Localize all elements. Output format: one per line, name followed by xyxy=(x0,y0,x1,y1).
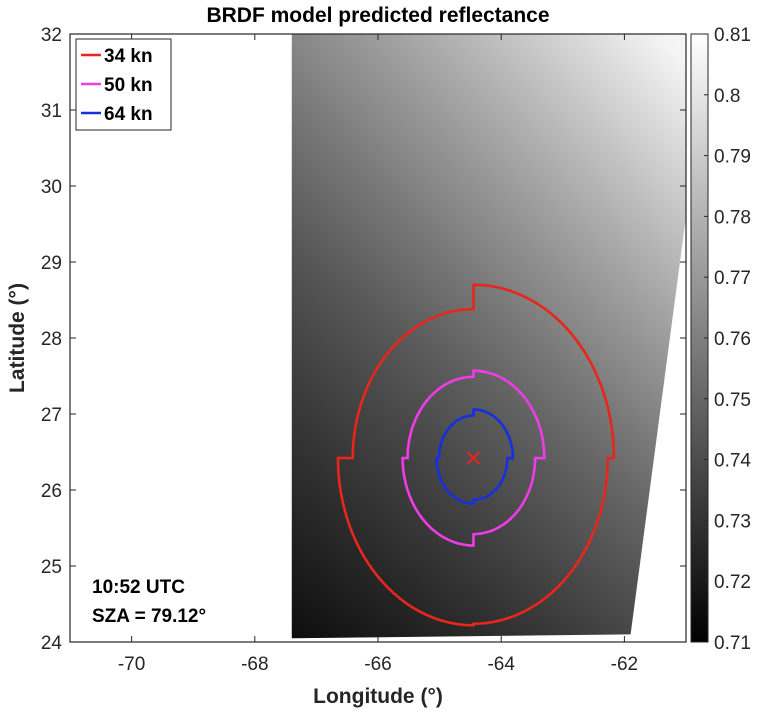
colorbar-tick-label: 0.71 xyxy=(714,633,751,654)
x-axis-label: Longitude (°) xyxy=(313,685,443,708)
legend-label-34kn: 34 kn xyxy=(104,46,153,67)
center-x-stroke xyxy=(466,451,481,465)
y-axis-ticks: 24 25 26 27 28 29 30 31 32 xyxy=(41,25,686,654)
x-tick-label: -64 xyxy=(487,654,515,675)
wind-radii-contours xyxy=(336,283,616,627)
x-tick-label: -68 xyxy=(241,654,268,675)
colorbar-tick-label: 0.75 xyxy=(714,390,751,411)
annotation-time: 10:52 UTC xyxy=(92,577,185,598)
legend: 34 kn 50 kn 64 kn xyxy=(75,38,172,131)
y-tick-label: 28 xyxy=(41,329,62,350)
x-tick-label: -70 xyxy=(118,654,145,675)
annotation-sza: SZA = 79.12° xyxy=(92,606,206,627)
colorbar-tick-label: 0.72 xyxy=(714,572,751,593)
plot-area xyxy=(70,34,686,642)
colorbar-tick-label: 0.78 xyxy=(714,207,751,228)
y-tick-label: 27 xyxy=(41,405,62,426)
x-tick-label: -62 xyxy=(611,654,638,675)
colorbar-tick-label: 0.74 xyxy=(714,451,751,472)
y-tick-label: 29 xyxy=(41,253,62,274)
colorbar-ticks: 0.71 0.72 0.73 0.74 0.75 0.76 0.77 0.78 0.79 0.8 0… xyxy=(704,25,751,654)
legend-label-64kn: 64 kn xyxy=(104,104,153,125)
colorbar: 0.71 0.72 0.73 0.74 0.75 0.76 0.77 0.78 0.79 0.8 0… xyxy=(690,25,751,654)
chart-title: BRDF model predicted reflectance xyxy=(206,4,549,27)
x-tick-label: -66 xyxy=(364,654,391,675)
y-tick-label: 30 xyxy=(41,177,62,198)
y-tick-label: 26 xyxy=(41,481,62,502)
x-axis-ticks: -70 -68 -66 -64 -62 xyxy=(118,34,638,675)
storm-center-marker xyxy=(466,451,481,465)
legend-label-50kn: 50 kn xyxy=(104,75,153,96)
colorbar-tick-label: 0.8 xyxy=(714,86,740,107)
y-tick-label: 25 xyxy=(41,557,62,578)
colorbar-tick-label: 0.76 xyxy=(714,329,751,350)
reflectance-swath-shading xyxy=(291,34,686,639)
colorbar-tick-label: 0.81 xyxy=(714,25,751,46)
colorbar-tick-label: 0.79 xyxy=(714,147,751,168)
y-tick-label: 31 xyxy=(41,101,62,122)
colorbar-tick-label: 0.77 xyxy=(714,268,751,289)
wind-radius-34kn xyxy=(336,283,616,627)
y-axis-label: Latitude (°) xyxy=(6,283,29,393)
y-tick-label: 24 xyxy=(41,633,63,654)
wind-radius-64kn xyxy=(435,408,515,506)
wind-radius-50kn xyxy=(401,369,546,547)
y-tick-label: 32 xyxy=(41,25,62,46)
colorbar-tick-label: 0.73 xyxy=(714,511,751,532)
